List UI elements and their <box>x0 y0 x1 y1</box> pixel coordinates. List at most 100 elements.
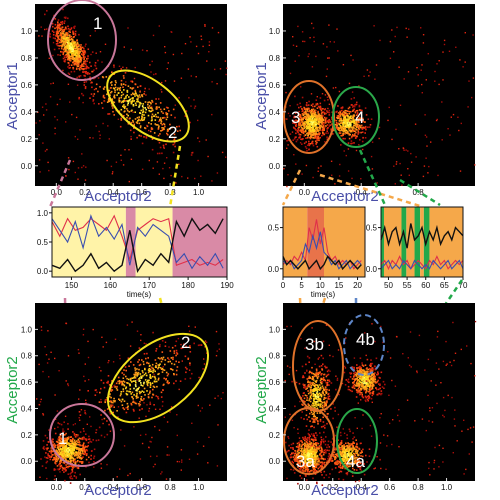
scatter-point <box>310 451 313 453</box>
scatter-point <box>332 417 334 420</box>
scatter-point <box>70 55 73 57</box>
scatter-point <box>126 89 129 92</box>
scatter-point <box>424 114 426 116</box>
scatter-point <box>297 462 299 465</box>
scatter-point <box>314 455 317 458</box>
scatter-point <box>309 405 312 408</box>
scatter-point <box>52 82 54 84</box>
scatter-point <box>123 110 126 113</box>
scatter-point <box>320 471 322 474</box>
scatter-point <box>147 101 149 104</box>
scatter-point <box>204 25 206 27</box>
scatter-point <box>55 449 57 451</box>
scatter-point <box>128 365 130 367</box>
scatter-point <box>140 375 142 378</box>
scatter-point <box>155 115 158 118</box>
scatter-point <box>310 411 313 413</box>
scatter-point <box>304 474 307 476</box>
scatter-point <box>123 383 125 386</box>
scatter-point <box>75 116 78 119</box>
scatter-point <box>181 175 183 178</box>
scatter-point <box>108 423 110 426</box>
scatter-point <box>467 106 469 108</box>
trace-shaded-region <box>172 207 227 277</box>
scatter-point <box>344 116 347 118</box>
scatter-point <box>67 455 70 458</box>
scatter-point <box>159 363 161 365</box>
scatter-point <box>82 428 85 430</box>
trace-2-xticks: 0 5 10 15 20 <box>281 277 363 290</box>
scatter-point <box>184 115 187 117</box>
scatter-point <box>154 123 157 125</box>
trace-1: 150 160 170 180 190 0.00.51.0 time(s) <box>37 206 234 299</box>
scatter-point <box>141 390 144 392</box>
scatter-point <box>133 123 135 126</box>
scatter-point <box>71 451 74 453</box>
scatter-point <box>320 436 323 439</box>
scatter-point <box>52 54 54 57</box>
scatter-point <box>125 411 128 414</box>
scatter-point <box>77 51 80 54</box>
scatter-point <box>112 110 114 113</box>
scatter-point <box>158 364 161 367</box>
scatter-point <box>166 133 169 136</box>
scatter-point <box>307 462 310 464</box>
scatter-point <box>79 419 81 421</box>
scatter-point <box>312 449 314 451</box>
scatter-point <box>74 52 77 55</box>
scatter-point <box>328 125 331 128</box>
trace-shaded-region <box>414 207 421 277</box>
scatter-point <box>341 127 343 129</box>
scatter-point <box>325 125 327 127</box>
scatter-point <box>90 65 92 67</box>
scatter-point <box>60 44 62 47</box>
scatter-point <box>311 128 314 130</box>
scatter-point <box>173 133 176 136</box>
scatter-point <box>297 455 299 458</box>
scatter-point <box>68 49 70 51</box>
scatter-point <box>67 384 70 387</box>
scatter-point <box>72 33 75 35</box>
scatter-point <box>295 119 297 121</box>
scatter-point <box>158 345 161 348</box>
scatter-point <box>176 434 178 437</box>
scatter-point <box>160 473 162 475</box>
scatter-point <box>177 337 180 340</box>
scatter-point <box>310 460 313 462</box>
scatter-point <box>69 477 72 480</box>
scatter-point <box>147 380 149 383</box>
scatter-point <box>123 46 125 48</box>
scatter-point <box>305 450 308 452</box>
scatter-point <box>217 395 219 397</box>
scatter-point <box>71 471 74 473</box>
scatter-point <box>346 132 348 134</box>
scatter-point <box>341 113 344 115</box>
scatter-point <box>308 133 311 135</box>
scatter-point <box>97 439 100 441</box>
scatter-point <box>149 455 152 458</box>
scatter-point <box>41 35 43 37</box>
scatter-point <box>310 119 312 121</box>
scatter-point <box>311 378 314 381</box>
scatter-point <box>127 474 129 477</box>
scatter-point <box>357 123 359 126</box>
trace-1-shading <box>52 207 227 277</box>
x-tick-label: 0.8 <box>165 188 177 197</box>
scatter-point <box>343 119 345 121</box>
scatter-point <box>309 132 312 134</box>
scatter-point <box>162 127 165 129</box>
scatter-point <box>321 368 323 370</box>
scatter-point <box>118 380 121 382</box>
scatter-point <box>64 447 66 450</box>
scatter-point <box>326 446 328 449</box>
scatter-point <box>285 451 288 454</box>
scatter-point <box>190 75 192 77</box>
scatter-point <box>320 444 322 446</box>
scatter-point <box>309 420 311 422</box>
scatter-point <box>122 390 125 393</box>
scatter-point <box>93 88 96 91</box>
scatter-point <box>74 48 76 51</box>
scatter-point <box>77 443 80 446</box>
scatter-point <box>141 105 144 107</box>
y-tick-label: 0.2 <box>269 135 281 144</box>
